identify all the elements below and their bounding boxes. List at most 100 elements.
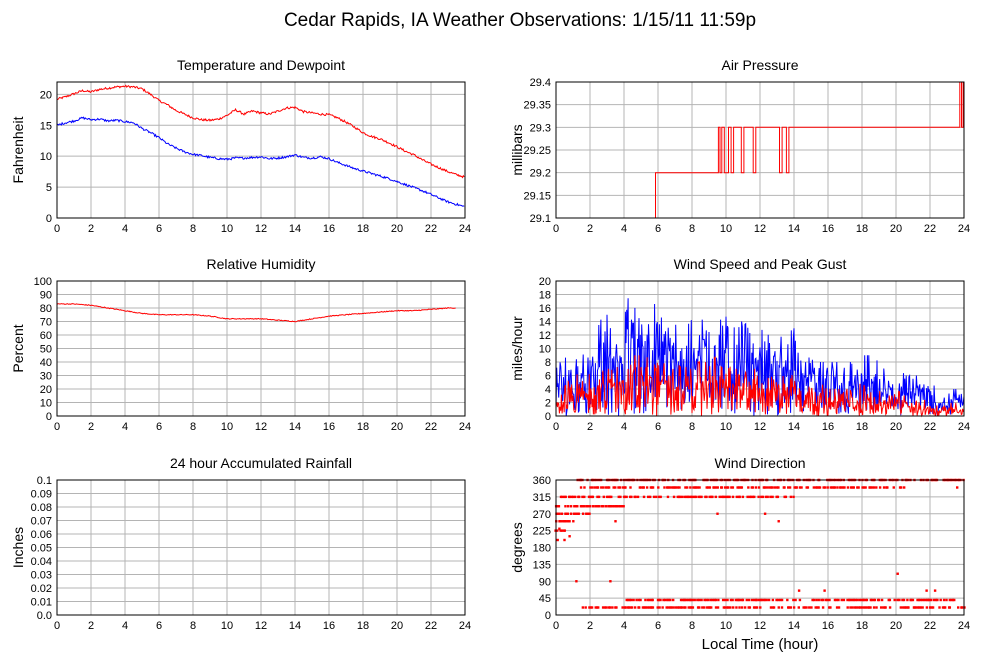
data-point: [607, 495, 610, 499]
x-tick-label: 24: [459, 223, 471, 235]
y-tick-label: 20: [40, 384, 52, 396]
data-point: [596, 505, 599, 508]
data-point: [564, 495, 567, 499]
data-point: [757, 495, 760, 499]
y-tick-label: 12: [539, 330, 551, 342]
data-point: [658, 495, 661, 499]
data-point: [703, 606, 706, 609]
data-point: [925, 606, 929, 609]
x-tick-label: 20: [391, 421, 403, 433]
data-point: [864, 486, 867, 489]
data-point: [918, 606, 921, 609]
data-point: [640, 486, 643, 489]
data-point: [928, 606, 932, 609]
data-point: [765, 598, 768, 602]
y-tick-label: 10: [539, 344, 551, 356]
y-tick-label: 100: [34, 276, 52, 288]
x-tick-label: 6: [655, 421, 661, 433]
data-point: [855, 606, 858, 609]
data-point: [705, 486, 708, 489]
x-tick-label: 12: [255, 421, 267, 433]
data-point: [556, 505, 559, 508]
y-tick-label: 0: [46, 411, 52, 423]
data-point: [711, 598, 715, 602]
data-point: [747, 486, 750, 489]
data-point: [882, 486, 886, 489]
y-tick-label: 40: [40, 357, 52, 369]
data-point: [784, 495, 788, 499]
data-point: [870, 486, 874, 489]
data-point: [601, 606, 605, 609]
data-point: [663, 486, 666, 489]
data-point: [637, 606, 641, 609]
data-point: [630, 598, 633, 602]
data-point: [749, 495, 753, 499]
x-tick-label: 20: [391, 223, 403, 235]
y-tick-label: 135: [533, 559, 551, 571]
y-tick-label: 29.1: [530, 213, 551, 225]
data-point: [632, 598, 635, 602]
data-point: [715, 486, 718, 489]
data-point: [808, 606, 811, 609]
data-point: [588, 512, 591, 515]
data-point: [896, 572, 899, 575]
data-point: [777, 598, 780, 602]
data-point: [948, 598, 952, 602]
data-point: [692, 486, 695, 489]
x-tick-label: 22: [425, 223, 437, 235]
data-point: [810, 606, 813, 609]
data-point: [731, 486, 735, 489]
data-point: [741, 598, 745, 602]
chart-title: Relative Humidity: [207, 256, 316, 272]
data-point: [556, 512, 559, 515]
data-point: [821, 606, 825, 609]
data-point: [621, 606, 624, 609]
x-tick-label: 0: [553, 620, 559, 632]
data-point: [792, 495, 795, 499]
y-axis-label: Fahrenheit: [10, 116, 26, 183]
data-point: [857, 606, 860, 609]
data-point: [710, 606, 713, 609]
data-point: [683, 495, 686, 499]
data-point: [590, 606, 594, 609]
x-tick-label: 24: [958, 223, 970, 235]
y-axis-label: millibars: [509, 124, 525, 175]
data-point: [618, 486, 622, 489]
data-point: [793, 486, 796, 489]
y-tick-label: 0.06: [31, 529, 52, 541]
data-point: [729, 606, 732, 609]
data-point: [567, 520, 570, 523]
x-tick-label: 16: [822, 223, 834, 235]
data-point: [630, 495, 633, 499]
x-tick-label: 20: [391, 620, 403, 632]
data-point: [700, 598, 703, 602]
data-point: [846, 486, 850, 489]
data-point: [761, 495, 765, 499]
data-point: [833, 486, 837, 489]
x-tick-label: 0: [553, 223, 559, 235]
data-point: [623, 495, 627, 499]
x-tick-label: 10: [221, 620, 233, 632]
data-point: [869, 486, 872, 489]
data-point: [858, 598, 861, 602]
data-point: [731, 606, 735, 609]
data-point: [714, 606, 718, 609]
x-tick-label: 22: [924, 421, 936, 433]
data-point: [617, 486, 620, 489]
data-point: [698, 606, 701, 609]
y-tick-label: 18: [539, 290, 551, 302]
data-point: [565, 512, 568, 515]
y-tick-label: 0.1: [37, 475, 52, 487]
x-tick-label: 2: [587, 223, 593, 235]
data-point: [843, 486, 846, 489]
x-tick-label: 14: [788, 620, 800, 632]
y-tick-label: 80: [40, 303, 52, 315]
x-tick-label: 0: [54, 421, 60, 433]
data-point: [579, 486, 583, 489]
x-tick-label: 22: [425, 421, 437, 433]
x-tick-label: 20: [890, 421, 902, 433]
data-point: [798, 598, 802, 602]
data-point: [625, 598, 628, 602]
